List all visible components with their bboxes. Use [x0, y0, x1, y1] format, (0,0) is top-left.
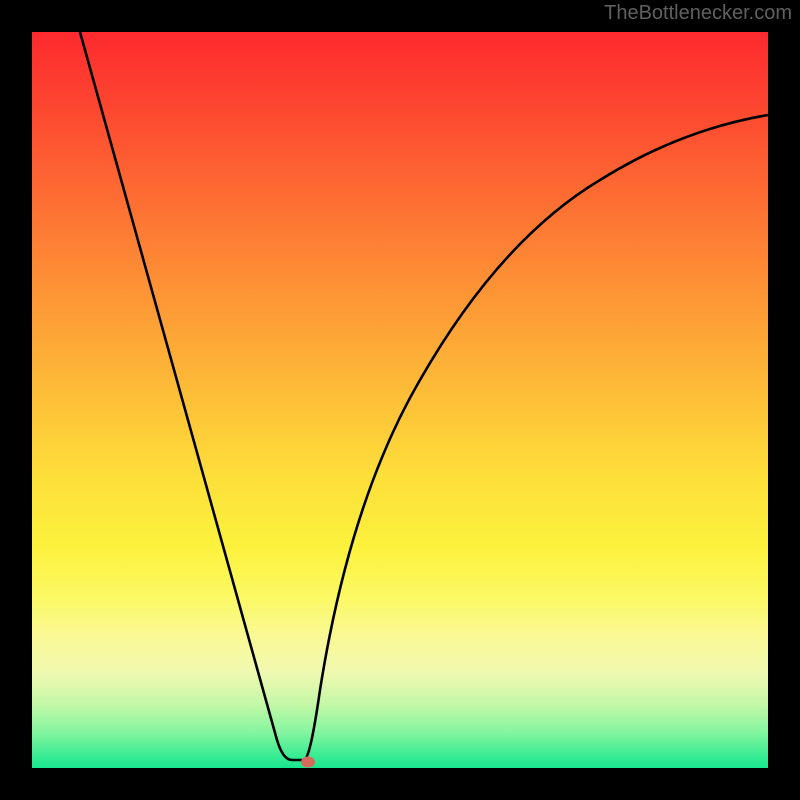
watermark-text: TheBottlenecker.com: [596, 0, 800, 27]
plot-area: [32, 32, 768, 768]
bottleneck-chart: [0, 0, 800, 800]
chart-container: TheBottlenecker.com: [0, 0, 800, 800]
optimal-marker: [301, 757, 315, 768]
